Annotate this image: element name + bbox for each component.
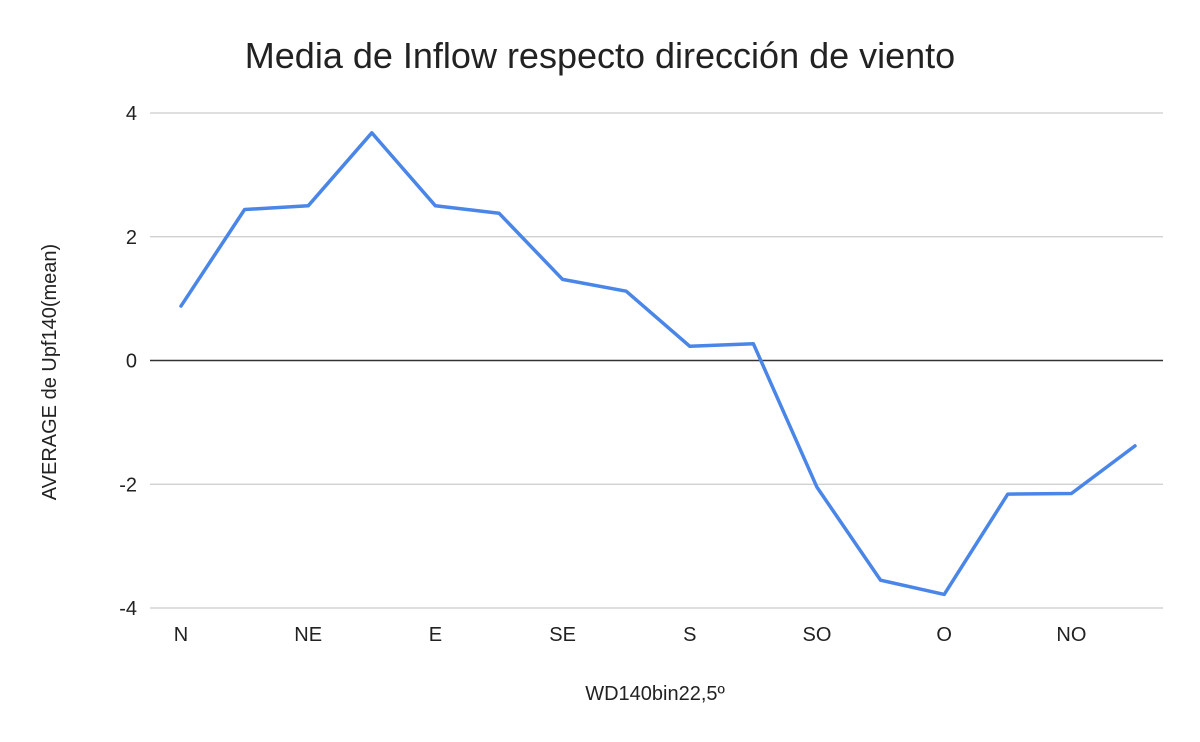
x-axis-title: WD140bin22,5º xyxy=(585,683,725,705)
chart-title: Media de Inflow respecto dirección de vi… xyxy=(245,35,955,76)
y-tick-label: -2 xyxy=(119,474,137,496)
y-tick-label: -4 xyxy=(119,598,137,620)
y-axis-title: AVERAGE de Upf140(mean) xyxy=(39,244,61,500)
x-axis-ticks: N NE E SE S SO O NO xyxy=(174,624,1087,646)
x-tick-label: SE xyxy=(549,624,576,646)
x-tick-label: E xyxy=(429,624,442,646)
x-tick-label: O xyxy=(936,624,952,646)
x-tick-label: SO xyxy=(803,624,832,646)
x-tick-label: NO xyxy=(1056,624,1086,646)
y-tick-label: 2 xyxy=(126,227,137,249)
y-axis-ticks: -4 -2 0 2 4 xyxy=(119,103,137,620)
x-tick-label: N xyxy=(174,624,188,646)
grid-lines xyxy=(150,112,1163,609)
x-tick-label: NE xyxy=(294,624,322,646)
y-tick-label: 0 xyxy=(126,351,137,373)
series-line-0 xyxy=(179,131,1137,597)
x-tick-label: S xyxy=(683,624,696,646)
series-layer xyxy=(179,131,1137,597)
y-tick-label: 4 xyxy=(126,103,137,125)
